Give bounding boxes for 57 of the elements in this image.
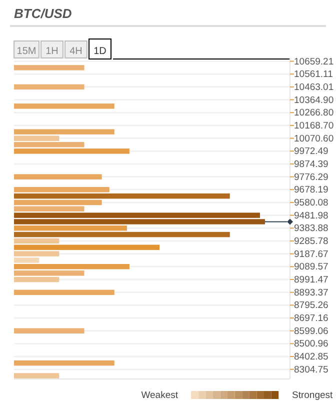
text: 1D: [94, 46, 106, 57]
bar: [14, 187, 110, 192]
bar: [14, 65, 84, 70]
bar: [14, 148, 130, 154]
bar: [14, 264, 130, 270]
y-tick-label: 9972.49: [294, 146, 328, 158]
y-tick-label: 9874.39: [294, 158, 328, 170]
y-tick-label: 8697.16: [294, 313, 328, 324]
bar: [14, 244, 160, 250]
y-tick-label: 8893.37: [294, 287, 328, 298]
chart-title: BTC/USD: [14, 6, 72, 21]
bar: [14, 290, 114, 295]
text: Strongest: [292, 390, 334, 401]
y-tick-label: 9481.98: [294, 210, 328, 222]
text: 1H: [46, 46, 58, 57]
bar: [14, 193, 230, 199]
y-tick-label: 10561.11: [294, 69, 333, 80]
bar: [14, 84, 84, 90]
text: 4H: [70, 46, 82, 57]
y-tick-label: 9678.19: [294, 184, 328, 196]
y-tick-label: 10070.60: [294, 133, 334, 144]
bar: [14, 142, 84, 148]
y-tick-label: 9285.78: [294, 236, 328, 248]
bar: [14, 200, 102, 206]
text: Weakest: [141, 390, 178, 401]
y-tick-label: 9089.57: [294, 262, 328, 273]
y-tick-label: 10463.01: [294, 82, 334, 93]
bar: [14, 270, 84, 276]
bar: [14, 226, 127, 231]
y-tick-label: 8500.96: [294, 338, 328, 350]
text: 15M: [16, 46, 36, 57]
bar: [14, 258, 40, 263]
y-tick-label: 8402.85: [294, 352, 328, 363]
bar: [14, 206, 84, 212]
bar: [14, 136, 60, 141]
y-tick-label: 8795.26: [294, 300, 328, 312]
y-tick-label: 8304.75: [294, 364, 328, 376]
bar: [14, 360, 114, 366]
bar: [14, 232, 230, 238]
bar: [14, 373, 60, 378]
y-tick-label: 10168.70: [294, 120, 334, 132]
y-tick-label: 10266.80: [294, 108, 334, 119]
bar: [14, 104, 114, 109]
y-tick-label: 10364.90: [294, 94, 334, 106]
y-tick-label: 8991.47: [294, 274, 328, 286]
y-tick-label: 10659.21: [294, 56, 334, 68]
y-tick-label: 8599.06: [294, 326, 328, 337]
bar: [14, 328, 84, 334]
y-tick-label: 9383.88: [294, 223, 328, 234]
y-tick-label: 9187.67: [294, 248, 328, 260]
bar: [14, 276, 60, 282]
bar: [14, 251, 60, 256]
bar: [14, 174, 102, 180]
bar: [14, 238, 60, 244]
y-tick-label: 9580.08: [294, 198, 328, 208]
bar: [14, 129, 114, 134]
y-tick-label: 9776.29: [294, 172, 328, 183]
